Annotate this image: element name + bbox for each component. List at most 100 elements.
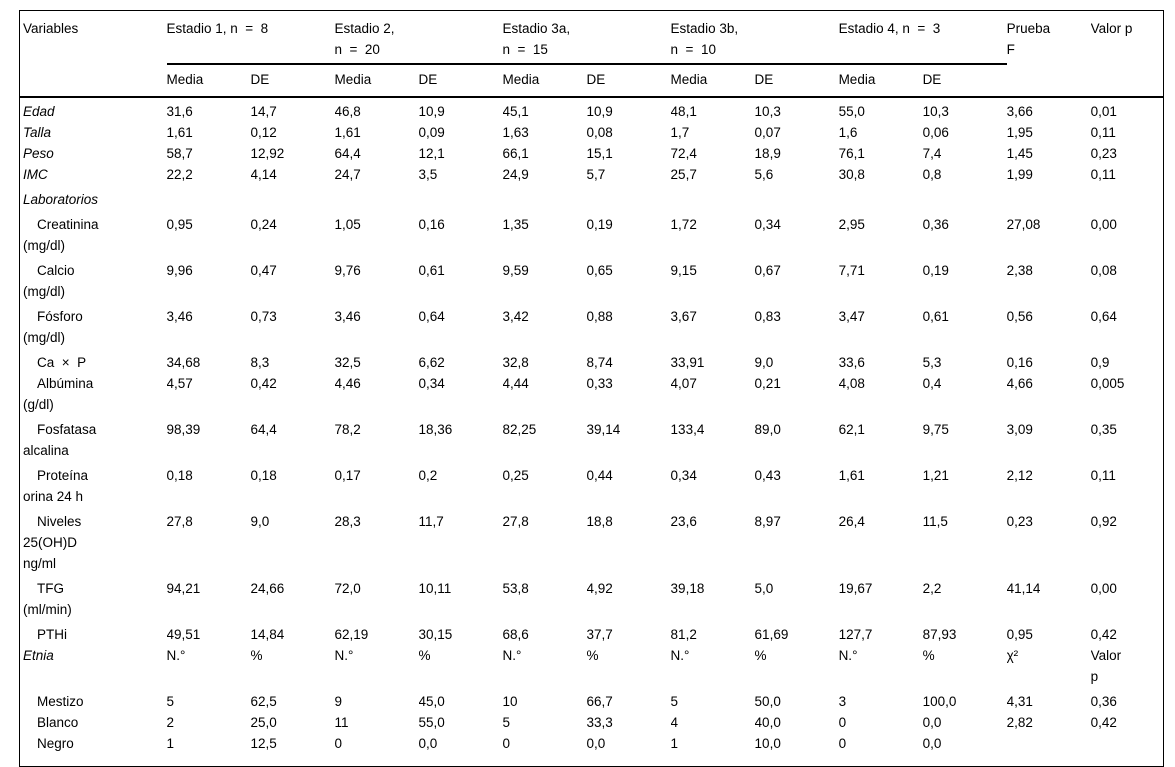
cell: 3,66 — [1006, 104, 1033, 119]
cell: 4,31 — [1006, 694, 1033, 709]
cell: 0,11 — [1090, 167, 1116, 182]
cell: 27,8 — [166, 514, 193, 529]
cell: 61,69 — [754, 627, 789, 642]
cell: 3,09 — [1006, 422, 1033, 437]
cell: 32,5 — [334, 355, 361, 370]
cell: 1,63 — [502, 125, 529, 140]
cell: 3,46 — [334, 309, 361, 324]
table-row: Mestizo 5 62,5 9 45,0 10 66,7 5 50,0 3 100,0 4,31 0,… — [20, 691, 1164, 712]
cell: 3,47 — [838, 309, 865, 324]
row-label: Blanco — [37, 715, 79, 730]
cell: 0,0 — [922, 715, 942, 730]
table-row: Negro 1 12,5 0 0,0 0 0,0 1 10,0 0 0,0 — [20, 733, 1164, 767]
cell: 0,01 — [1090, 104, 1117, 119]
cell: 19,67 — [838, 581, 873, 596]
cell: 2,95 — [838, 217, 865, 232]
row-label: Edad — [23, 104, 55, 119]
valor-p-header: Valor p — [1090, 10, 1164, 98]
table-row: Talla 1,61 0,12 1,61 0,09 1,63 0,08 1,7 0,07 1,6 0… — [20, 122, 1164, 143]
table-row: Ca × P 34,68 8,3 32,5 6,62 32,8 8,74 33,91 9,0 33… — [20, 352, 1164, 373]
cell: % — [754, 648, 767, 663]
cell: 0,005 — [1090, 376, 1125, 391]
cell: 0,08 — [586, 125, 613, 140]
cell: 12,5 — [250, 736, 277, 751]
table-row: Peso 58,7 12,92 64,4 12,1 66,1 15,1 72,4 18,9 76,… — [20, 143, 1164, 164]
cell: % — [418, 648, 431, 663]
subheader-de: DE — [754, 64, 839, 98]
cell: 4 — [670, 715, 679, 730]
cell: 10 — [502, 694, 518, 709]
row-label: Mestizo — [37, 694, 84, 709]
cell: 0,35 — [1090, 422, 1117, 437]
cell: 24,9 — [502, 167, 529, 182]
cell: 9,0 — [754, 355, 774, 370]
cell: 0,34 — [418, 376, 445, 391]
cell: 76,1 — [838, 146, 865, 161]
cell: 0,19 — [586, 217, 613, 232]
row-label: Peso — [23, 146, 54, 161]
cell: 9,15 — [670, 263, 697, 278]
cell: 0,09 — [418, 125, 445, 140]
cell: 0,64 — [418, 309, 445, 324]
cell: 4,57 — [166, 376, 193, 391]
cell: 55,0 — [418, 715, 445, 730]
table-header: Variables Estadio 1, n = 8 Estadio 2, n =… — [19, 10, 1164, 98]
cell: 8,74 — [586, 355, 613, 370]
table-row: TFG (ml/min) 94,21 24,66 72,0 10,11 53,8 4,92 3… — [20, 578, 1164, 624]
cell: 28,3 — [334, 514, 361, 529]
cell: 0,61 — [922, 309, 949, 324]
cell: 1,61 — [838, 468, 865, 483]
table-row: Blanco 2 25,0 11 55,0 5 33,3 4 40,0 0 0,0 2,82 0,42 — [20, 712, 1164, 733]
group-header-estadio-1: Estadio 1, n = 8 — [166, 10, 335, 65]
cell: 11 — [334, 715, 349, 730]
cell: 9 — [334, 694, 343, 709]
cell: 4,08 — [838, 376, 865, 391]
table-row: PTHi 49,51 14,84 62,19 30,15 68,6 37,7 81,2 61,6… — [20, 624, 1164, 645]
cell: 0 — [502, 736, 511, 751]
cell: 3,67 — [670, 309, 697, 324]
cell: 62,1 — [838, 422, 865, 437]
cell: 62,19 — [334, 627, 369, 642]
cell: 0,61 — [418, 263, 445, 278]
cell: 8,3 — [250, 355, 270, 370]
cell: 34,68 — [166, 355, 201, 370]
cell: 11,5 — [922, 514, 948, 529]
cell: 10,11 — [418, 581, 452, 596]
subheader-media: Media — [334, 64, 419, 98]
cell: 0,00 — [1090, 217, 1117, 232]
cell: 78,2 — [334, 422, 361, 437]
row-label: Fosfatasa alcalina — [23, 422, 97, 458]
cell: % — [250, 648, 263, 663]
cell: χ² — [1006, 648, 1019, 663]
cell: Valor p — [1090, 648, 1122, 684]
cell: 5,3 — [922, 355, 942, 370]
cell: 1,95 — [1006, 125, 1033, 140]
cell: 5 — [502, 715, 511, 730]
group-header-estadio-2: Estadio 2, n = 20 — [334, 10, 503, 65]
cell: 0 — [838, 736, 847, 751]
cell: 2 — [166, 715, 175, 730]
cell: 0,08 — [1090, 263, 1117, 278]
cell: 0 — [838, 715, 847, 730]
cell: 14,84 — [250, 627, 285, 642]
cell: 10,9 — [586, 104, 613, 119]
cell: N.° — [334, 648, 354, 663]
cell: 0,16 — [418, 217, 445, 232]
cell: 5 — [166, 694, 175, 709]
cell: 127,7 — [838, 627, 873, 642]
cell: 0,9 — [1090, 355, 1110, 370]
cell: 81,2 — [670, 627, 697, 642]
cell: 0,8 — [922, 167, 942, 182]
subheader-media: Media — [166, 64, 251, 98]
cell: 8,97 — [754, 514, 781, 529]
row-label: Ca × P — [37, 355, 87, 370]
cell: 25,7 — [670, 167, 697, 182]
table-row: Niveles 25(OH)D ng/ml 27,8 9,0 28,3 11,7 27,8… — [20, 511, 1164, 578]
cell: 0,24 — [250, 217, 277, 232]
cell: 45,0 — [418, 694, 445, 709]
cell: 24,7 — [334, 167, 361, 182]
cell: 1 — [166, 736, 175, 751]
cell: 0,34 — [754, 217, 781, 232]
cell: 0,43 — [754, 468, 781, 483]
cell: 62,5 — [250, 694, 277, 709]
